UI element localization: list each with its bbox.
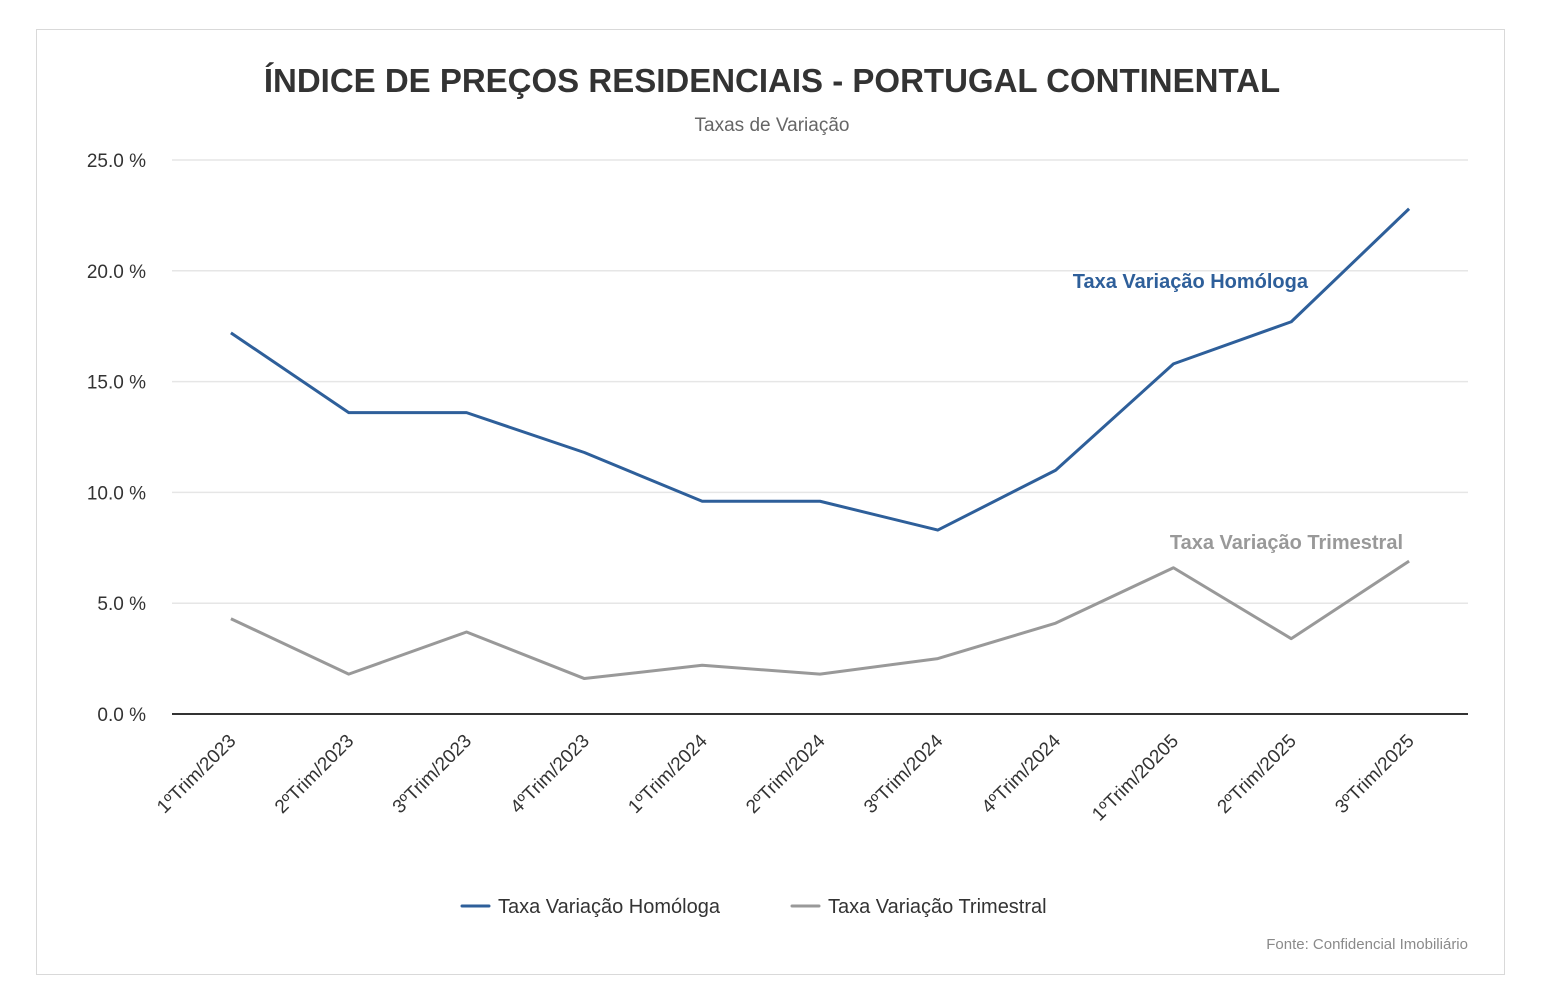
y-tick-label: 20.0 % <box>87 262 146 283</box>
x-tick-label: 1ºTrim/2023 <box>153 731 240 818</box>
legend: Taxa Variação Homóloga Taxa Variação Trim… <box>460 896 1047 918</box>
series-annotations: Taxa Variação Homóloga Taxa Variação Trim… <box>1073 271 1403 554</box>
x-tick-label: 2ºTrim/2023 <box>271 731 358 818</box>
x-axis-ticks: 1ºTrim/2023 2ºTrim/2023 3ºTrim/2023 4ºTrim/… <box>153 730 1418 825</box>
source-note: Fonte: Confidencial Imobiliário <box>1266 936 1468 953</box>
x-tick-label: 1ºTrim/2024 <box>625 730 713 818</box>
chart-title: ÍNDICE DE PREÇOS RESIDENCIAIS - PORTUGAL… <box>264 62 1280 99</box>
series-line-homologa <box>230 207 1411 532</box>
y-tick-label: 25.0 % <box>87 151 146 172</box>
gridlines <box>172 159 1468 715</box>
legend-label: Taxa Variação Trimestral <box>828 896 1047 918</box>
x-tick-label: 4ºTrim/2024 <box>978 730 1066 818</box>
y-axis-ticks: 0.0 % 5.0 % 10.0 % 15.0 % 20.0 % 25.0 % <box>87 151 146 726</box>
x-tick-label: 3ºTrim/2023 <box>389 731 476 818</box>
series-lines <box>230 207 1411 681</box>
x-tick-label: 1ºTrim/20205 <box>1088 731 1183 826</box>
chart-subtitle: Taxas de Variação <box>695 115 850 136</box>
y-tick-label: 5.0 % <box>97 594 146 615</box>
x-tick-label: 2ºTrim/2025 <box>1214 731 1301 818</box>
annotation-trimestral: Taxa Variação Trimestral <box>1170 532 1403 554</box>
legend-label: Taxa Variação Homóloga <box>498 896 721 918</box>
y-tick-label: 10.0 % <box>87 483 146 504</box>
x-tick-label: 3ºTrim/2025 <box>1331 731 1418 818</box>
x-tick-label: 2ºTrim/2024 <box>742 730 830 818</box>
series-line-trimestral <box>230 559 1410 681</box>
x-tick-label: 4ºTrim/2023 <box>507 731 594 818</box>
x-tick-label: 3ºTrim/2024 <box>860 730 948 818</box>
y-tick-label: 15.0 % <box>87 373 146 394</box>
annotation-homologa: Taxa Variação Homóloga <box>1073 271 1309 293</box>
y-tick-label: 0.0 % <box>97 705 146 726</box>
